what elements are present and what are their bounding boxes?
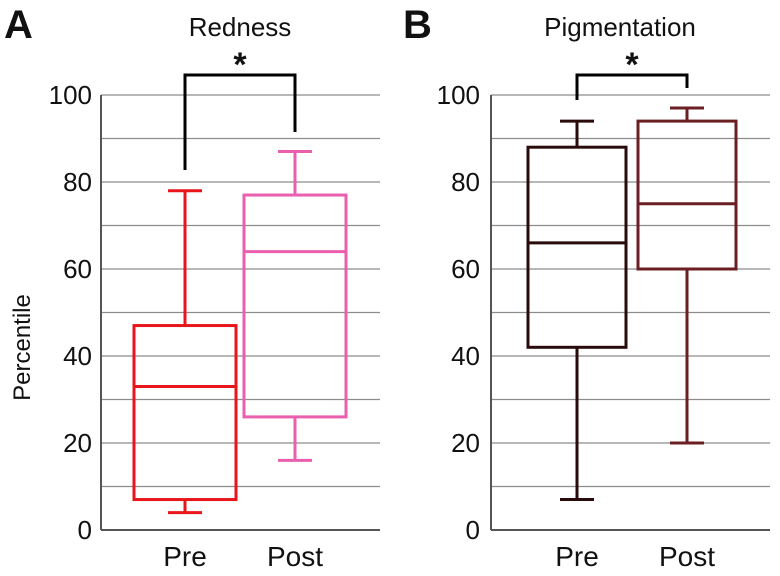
panel-a-pre-category-label: Pre (163, 541, 207, 572)
panel-b-y-tick-label: 80 (451, 167, 480, 197)
panel-a-post-box (242, 193, 348, 419)
panel-a-significance-star: * (233, 46, 247, 84)
panel-b-y-tick-label: 0 (466, 515, 480, 545)
panel-b-post-category-label: Post (659, 541, 715, 572)
panel-a-y-axis-label: Percentile (9, 294, 36, 401)
panel-a-y-tick-label: 80 (63, 167, 92, 197)
panel-a-y-tick-label: 20 (63, 428, 92, 458)
panel-a-y-tick-label: 100 (49, 80, 92, 110)
panel-b-post-box (636, 119, 738, 271)
panel-b-pre-box (526, 145, 628, 349)
panel-a-y-tick-label: 60 (63, 254, 92, 284)
panel-b-letter: B (403, 3, 432, 47)
panel-b-y-tick-label: 40 (451, 341, 480, 371)
panel-a-title: Redness (189, 12, 292, 42)
panel-a-post-category-label: Post (267, 541, 323, 572)
panel-a-pre-box (132, 324, 238, 502)
panel-b-pre-category-label: Pre (555, 541, 599, 572)
panel-b-significance-star: * (625, 46, 639, 84)
panel-b-y-tick-label: 20 (451, 428, 480, 458)
panel-a-y-tick-label: 40 (63, 341, 92, 371)
panel-b-y-tick-label: 60 (451, 254, 480, 284)
panel-b-y-tick-label: 100 (437, 80, 480, 110)
panel-a-y-tick-label: 0 (78, 515, 92, 545)
panel-b-significance-bracket (575, 73, 689, 100)
panel-b-title: Pigmentation (544, 12, 696, 42)
panel-a-letter: A (4, 3, 33, 47)
panel-a-significance-bracket (183, 73, 297, 170)
